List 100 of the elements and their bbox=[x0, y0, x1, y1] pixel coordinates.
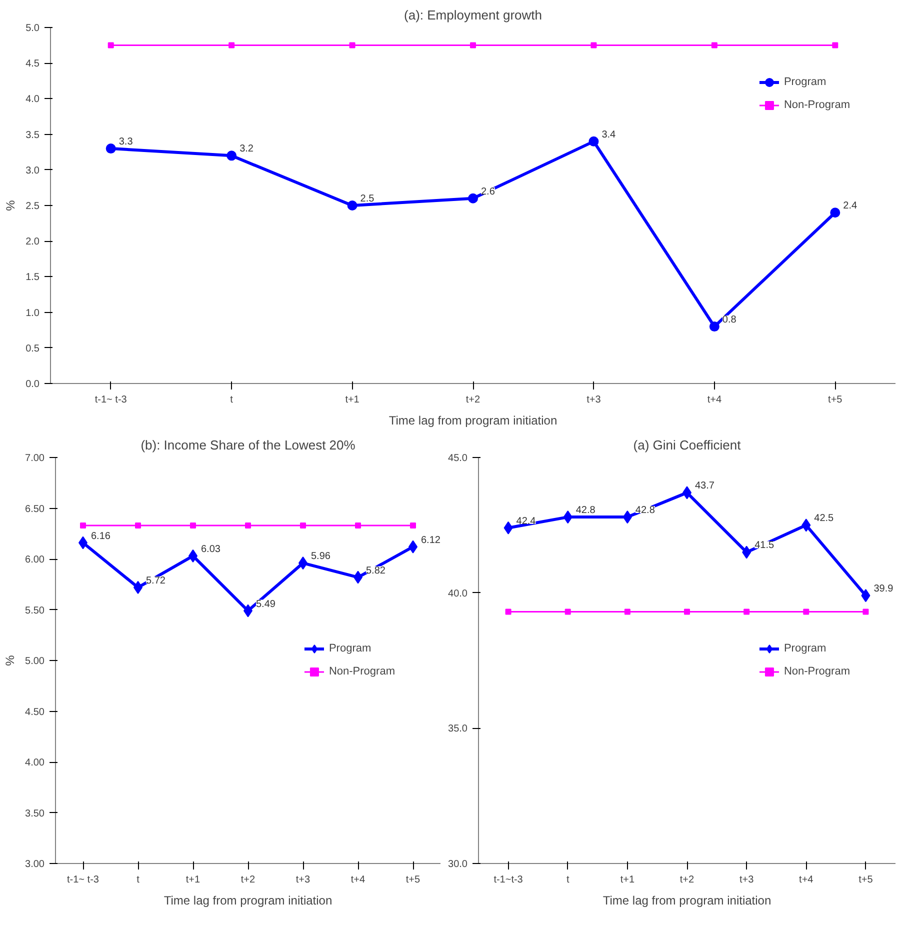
point bbox=[862, 608, 869, 615]
data-label: 2.4 bbox=[843, 200, 858, 212]
point bbox=[742, 546, 752, 559]
legend-label: Non-Program bbox=[784, 99, 850, 111]
data-label: 5.72 bbox=[146, 575, 166, 586]
data-label: 41.5 bbox=[754, 540, 774, 552]
data-label: 3.4 bbox=[602, 129, 616, 140]
x-tick-label: t+3 bbox=[586, 394, 602, 406]
point bbox=[347, 200, 358, 210]
data-label: 3.2 bbox=[240, 144, 254, 155]
point bbox=[504, 521, 513, 534]
x-tick-label: t+2 bbox=[240, 874, 256, 886]
point bbox=[470, 42, 476, 48]
data-label: 6.12 bbox=[421, 534, 441, 546]
y-axis-title: % bbox=[3, 654, 18, 666]
y-tick-label: 0.0 bbox=[26, 379, 40, 390]
point bbox=[709, 322, 720, 332]
point bbox=[711, 42, 718, 48]
data-label: 2.6 bbox=[481, 186, 496, 198]
y-tick-label: 2.0 bbox=[26, 236, 40, 248]
point bbox=[226, 150, 237, 161]
data-label: 5.82 bbox=[366, 565, 386, 576]
data-label: 42.8 bbox=[635, 505, 656, 516]
y-tick-label: 4.50 bbox=[25, 706, 45, 718]
point bbox=[300, 522, 306, 529]
data-label: 39.9 bbox=[874, 584, 894, 595]
point bbox=[135, 522, 141, 529]
point bbox=[410, 522, 416, 529]
y-tick-label: 3.5 bbox=[26, 130, 40, 141]
point bbox=[624, 608, 630, 615]
y-tick-label: 3.50 bbox=[25, 808, 45, 820]
point bbox=[564, 608, 571, 615]
point bbox=[190, 522, 196, 529]
point bbox=[744, 608, 750, 615]
y-tick-label: 5.0 bbox=[26, 23, 40, 34]
point bbox=[861, 589, 870, 602]
y-tick-label: 35.0 bbox=[448, 724, 468, 735]
point bbox=[349, 42, 356, 48]
point bbox=[830, 208, 840, 218]
y-tick-label: 1.0 bbox=[26, 308, 40, 319]
point bbox=[468, 193, 478, 204]
y-tick-label: 5.50 bbox=[25, 605, 45, 616]
x-tick-label: t-1~ t-3 bbox=[67, 874, 100, 886]
x-axis-title: Time lag from program initiation bbox=[164, 894, 332, 908]
x-tick-label: t+2 bbox=[466, 394, 481, 406]
x-tick-label: t+4 bbox=[350, 874, 366, 886]
data-label: 0.8 bbox=[722, 314, 737, 326]
x-tick-label: t+3 bbox=[296, 874, 311, 886]
chart-title: (b): Income Share of the Lowest 20% bbox=[140, 438, 356, 452]
legend-label: Non-Program bbox=[328, 666, 395, 678]
point bbox=[803, 608, 810, 615]
y-tick-label: 4.5 bbox=[26, 58, 40, 70]
legend-label: Program bbox=[784, 76, 826, 88]
y-axis-title: % bbox=[4, 200, 18, 211]
legend-label: Non-Program bbox=[784, 666, 850, 678]
point bbox=[80, 522, 86, 529]
point bbox=[228, 42, 235, 48]
legend-label: Program bbox=[784, 642, 826, 654]
data-label: 5.49 bbox=[256, 598, 276, 610]
data-label: 3.3 bbox=[118, 136, 134, 148]
y-tick-label: 5.00 bbox=[25, 656, 45, 667]
y-tick-label: 3.00 bbox=[25, 859, 45, 870]
data-label: 42.5 bbox=[814, 513, 834, 524]
x-axis-title: Time lag from program initiation bbox=[602, 894, 772, 908]
x-axis-title: Time lag from program initiation bbox=[388, 414, 558, 428]
y-tick-label: 6.00 bbox=[25, 554, 45, 566]
y-tick-label: 4.0 bbox=[26, 94, 40, 106]
x-tick-label: t+1 bbox=[186, 874, 201, 886]
y-tick-label: 3.0 bbox=[26, 165, 40, 176]
data-label: 42.4 bbox=[516, 516, 536, 527]
x-tick-label: t bbox=[230, 394, 234, 406]
data-label: 42.8 bbox=[576, 505, 596, 516]
legend-label: Program bbox=[328, 642, 372, 654]
point bbox=[590, 42, 597, 48]
point bbox=[588, 136, 599, 146]
point bbox=[355, 522, 361, 529]
y-tick-label: 30.0 bbox=[448, 859, 468, 870]
x-tick-label: t+5 bbox=[406, 874, 421, 886]
x-tick-label: t bbox=[566, 874, 570, 886]
y-tick-label: 40.0 bbox=[448, 588, 468, 600]
y-tick-label: 6.50 bbox=[25, 504, 45, 515]
x-tick-label: t+1 bbox=[620, 874, 635, 886]
point bbox=[563, 510, 572, 524]
x-tick-label: t+3 bbox=[739, 874, 754, 886]
point bbox=[802, 518, 811, 532]
x-tick-label: t+4 bbox=[707, 394, 722, 406]
y-tick-label: 7.00 bbox=[25, 453, 45, 464]
point bbox=[622, 510, 632, 524]
chart-title: (a): Employment growth bbox=[404, 8, 542, 22]
data-label: 6.16 bbox=[91, 530, 111, 542]
x-tick-label: t+1 bbox=[345, 394, 360, 406]
point bbox=[106, 144, 116, 154]
y-tick-label: 45.0 bbox=[448, 453, 468, 464]
x-tick-label: t-1~ t-3 bbox=[94, 394, 128, 406]
x-tick-label: t+5 bbox=[858, 874, 874, 886]
point bbox=[245, 522, 251, 529]
data-label: 43.7 bbox=[695, 480, 715, 492]
point bbox=[832, 42, 838, 48]
chart-title: (a) Gini Coefficient bbox=[633, 438, 742, 452]
y-tick-label: 0.5 bbox=[26, 343, 40, 354]
